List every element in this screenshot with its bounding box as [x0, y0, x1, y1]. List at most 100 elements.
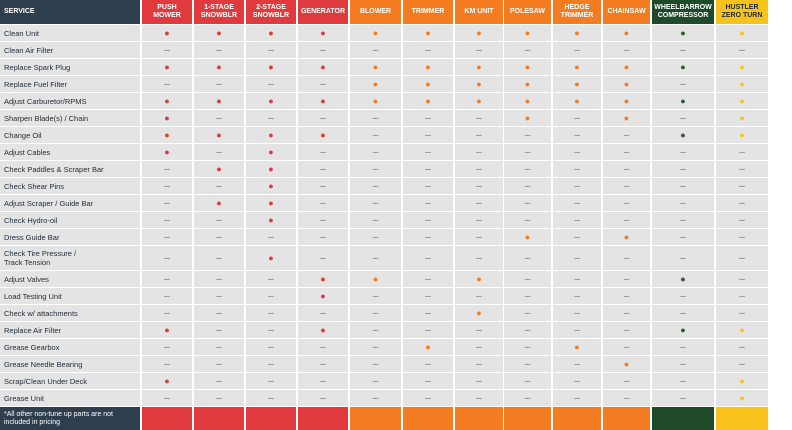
service-label: Adjust Valves	[0, 271, 140, 287]
cell: –	[603, 288, 650, 304]
cell: –	[603, 127, 650, 143]
footer-note: *All other non-tune up parts are not inc…	[0, 407, 140, 430]
column-header: WHEELBARROW COMPRESSOR	[652, 0, 714, 24]
column-header: CHAINSAW	[603, 0, 650, 24]
cell: –	[403, 246, 453, 270]
cell: –	[603, 322, 650, 338]
cell: –	[553, 161, 601, 177]
cell: –	[716, 178, 768, 194]
cell: ●	[652, 322, 714, 338]
cell: –	[553, 212, 601, 228]
cell: –	[504, 246, 551, 270]
cell: –	[455, 144, 503, 160]
cell: –	[553, 42, 601, 58]
cell: –	[194, 373, 244, 389]
cell: –	[403, 42, 453, 58]
cell: –	[142, 246, 192, 270]
cell: ●	[603, 229, 650, 245]
cell: –	[403, 271, 453, 287]
cell: –	[194, 110, 244, 126]
cell: –	[652, 246, 714, 270]
footer-cell	[298, 407, 348, 430]
cell: –	[403, 178, 453, 194]
cell: –	[142, 356, 192, 372]
cell: –	[403, 195, 453, 211]
cell: –	[298, 390, 348, 406]
service-label: Adjust Cables	[0, 144, 140, 160]
cell: ●	[246, 25, 296, 41]
cell: –	[194, 339, 244, 355]
cell: –	[652, 339, 714, 355]
cell: –	[553, 178, 601, 194]
cell: –	[350, 110, 401, 126]
cell: –	[455, 229, 503, 245]
cell: –	[504, 390, 551, 406]
cell: –	[403, 373, 453, 389]
cell: ●	[455, 305, 503, 321]
cell: ●	[403, 59, 453, 75]
cell: ●	[246, 178, 296, 194]
cell: –	[716, 161, 768, 177]
cell: –	[504, 212, 551, 228]
cell: ●	[455, 76, 503, 92]
cell: –	[194, 271, 244, 287]
cell: –	[455, 42, 503, 58]
cell: –	[504, 144, 551, 160]
service-label: Check Hydro-oil	[0, 212, 140, 228]
cell: ●	[194, 195, 244, 211]
cell: –	[652, 144, 714, 160]
cell: –	[194, 144, 244, 160]
cell: –	[455, 246, 503, 270]
cell: –	[403, 322, 453, 338]
cell: –	[504, 127, 551, 143]
cell: –	[246, 373, 296, 389]
cell: –	[403, 127, 453, 143]
cell: –	[553, 127, 601, 143]
cell: –	[298, 356, 348, 372]
cell: –	[142, 76, 192, 92]
cell: ●	[455, 93, 503, 109]
cell: ●	[246, 59, 296, 75]
service-label: Check Tire Pressure / Track Tension	[0, 246, 140, 270]
footer-cell	[553, 407, 601, 430]
cell: ●	[246, 246, 296, 270]
cell: ●	[142, 93, 192, 109]
cell: –	[246, 76, 296, 92]
cell: –	[553, 144, 601, 160]
cell: –	[652, 161, 714, 177]
cell: ●	[350, 93, 401, 109]
cell: –	[350, 144, 401, 160]
cell: –	[716, 288, 768, 304]
cell: –	[652, 305, 714, 321]
cell: –	[603, 390, 650, 406]
cell: –	[194, 178, 244, 194]
cell: –	[142, 178, 192, 194]
cell: –	[652, 288, 714, 304]
cell: ●	[142, 25, 192, 41]
cell: ●	[194, 127, 244, 143]
cell: –	[350, 288, 401, 304]
cell: ●	[504, 25, 551, 41]
cell: ●	[455, 25, 503, 41]
cell: –	[455, 339, 503, 355]
cell: –	[350, 373, 401, 389]
column-header: GENERATOR	[298, 0, 348, 24]
cell: –	[142, 339, 192, 355]
cell: –	[504, 195, 551, 211]
cell: –	[246, 110, 296, 126]
cell: –	[716, 144, 768, 160]
cell: –	[246, 322, 296, 338]
cell: –	[403, 288, 453, 304]
footer-cell	[246, 407, 296, 430]
cell: –	[350, 356, 401, 372]
cell: –	[142, 161, 192, 177]
cell: ●	[504, 229, 551, 245]
cell: –	[403, 356, 453, 372]
service-label: Dress Guide Bar	[0, 229, 140, 245]
cell: –	[553, 195, 601, 211]
cell: –	[504, 161, 551, 177]
cell: –	[246, 356, 296, 372]
cell: –	[350, 305, 401, 321]
cell: –	[350, 178, 401, 194]
cell: –	[298, 229, 348, 245]
